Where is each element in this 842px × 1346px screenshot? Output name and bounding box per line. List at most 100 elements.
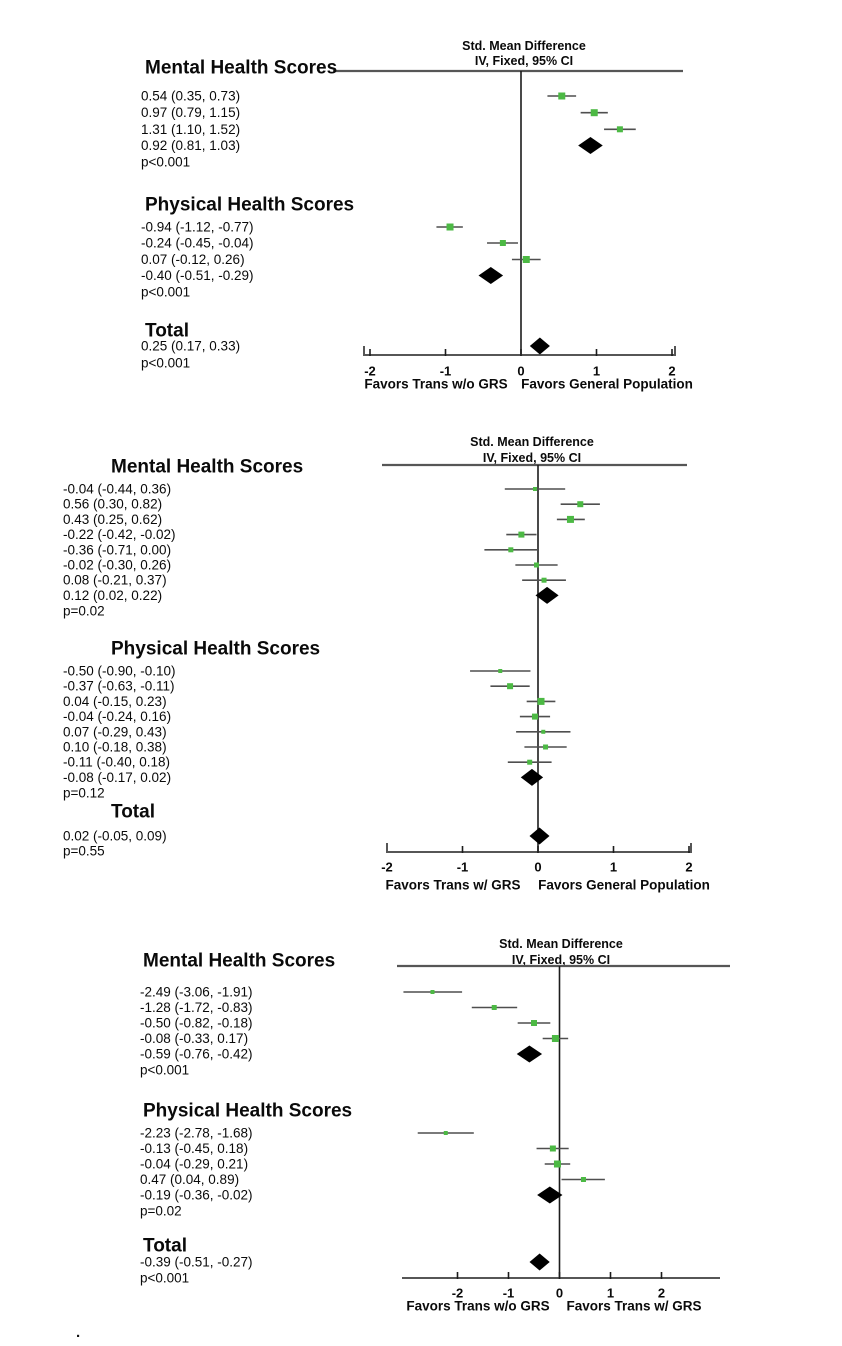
p-value-label: p<0.001 (141, 356, 190, 371)
study-marker (551, 1035, 559, 1042)
favors-right-caption: Favors General Population (538, 878, 710, 893)
summary-value-label: 0.02 (-0.05, 0.09) (63, 829, 167, 844)
axis-tick-label: 0 (534, 860, 541, 875)
summary-diamond (520, 768, 544, 786)
summary-value-label: -0.39 (-0.51, -0.27) (140, 1255, 253, 1270)
study-marker (491, 1005, 497, 1010)
study-value-label: 0.47 (0.04, 0.89) (140, 1172, 239, 1187)
p-value-label: p<0.001 (140, 1271, 189, 1286)
favors-left-caption: Favors Trans w/ GRS (385, 878, 520, 893)
summary-value-label: -0.59 (-0.76, -0.42) (140, 1047, 253, 1062)
axis-tick-label: 1 (593, 364, 600, 379)
study-value-label: -0.04 (-0.24, 0.16) (63, 709, 171, 724)
study-value-label: -0.37 (-0.63, -0.11) (63, 679, 175, 694)
axis-tick-label: 2 (668, 364, 675, 379)
study-marker (531, 713, 538, 720)
study-value-label: -0.13 (-0.45, 0.18) (140, 1141, 248, 1156)
summary-diamond (529, 337, 550, 355)
study-value-label: 1.31 (1.10, 1.52) (141, 122, 240, 137)
p-value-label: p=0.02 (140, 1204, 182, 1219)
axis-tick-label: -2 (381, 860, 393, 875)
summary-diamond (537, 1186, 563, 1204)
summary-value-label: -0.19 (-0.36, -0.02) (140, 1188, 253, 1203)
study-marker (541, 729, 546, 734)
axis-tick-label: 2 (658, 1286, 665, 1301)
study-marker (580, 1177, 586, 1182)
study-marker (507, 683, 514, 690)
column-header-line1: Std. Mean Difference (462, 39, 586, 53)
study-value-label: -0.36 (-0.71, 0.00) (63, 542, 171, 557)
p-value-label: p<0.001 (141, 285, 190, 300)
study-marker (527, 759, 533, 765)
section-title: Total (143, 1236, 187, 1257)
axis-tick-label: 0 (556, 1286, 563, 1301)
study-value-label: 0.04 (-0.15, 0.23) (63, 694, 167, 709)
summary-value-label: 0.12 (0.02, 0.22) (63, 588, 162, 603)
study-marker (532, 487, 537, 491)
section-title: Total (111, 802, 155, 823)
section-title: Physical Health Scores (143, 1101, 352, 1122)
p-value-label: p<0.001 (140, 1063, 189, 1078)
axis-tick-label: -2 (452, 1286, 464, 1301)
study-value-label: 0.10 (-0.18, 0.38) (63, 740, 167, 755)
favors-right-caption: Favors General Population (521, 377, 693, 392)
study-marker (566, 515, 574, 523)
study-marker (590, 109, 598, 117)
study-value-label: -2.49 (-3.06, -1.91) (140, 985, 253, 1000)
summary-value-label: -0.40 (-0.51, -0.29) (141, 268, 254, 283)
favors-right-caption: Favors Trans w/ GRS (566, 1299, 701, 1314)
column-header-line2: IV, Fixed, 95% CI (483, 451, 581, 465)
study-marker (498, 669, 503, 673)
summary-value-label: 0.92 (0.81, 1.03) (141, 138, 240, 153)
study-value-label: 0.07 (-0.29, 0.43) (63, 724, 167, 739)
study-value-label: -0.02 (-0.30, 0.26) (63, 558, 171, 573)
p-value-label: p<0.001 (141, 155, 190, 170)
study-marker (446, 223, 454, 231)
study-value-label: -0.04 (-0.44, 0.36) (63, 482, 171, 497)
axis-tick-label: -2 (364, 364, 376, 379)
study-value-label: -0.08 (-0.33, 0.17) (140, 1031, 248, 1046)
axis-tick-label: -1 (440, 364, 452, 379)
summary-diamond (529, 1253, 550, 1271)
study-marker (577, 501, 584, 508)
study-marker (518, 531, 525, 538)
summary-diamond (578, 137, 603, 154)
study-marker (616, 126, 623, 133)
study-value-label: -0.50 (-0.82, -0.18) (140, 1016, 253, 1031)
summary-diamond (529, 827, 550, 845)
p-value-label: p=0.55 (63, 844, 105, 859)
summary-diamond (516, 1045, 543, 1063)
study-value-label: 0.97 (0.79, 1.15) (141, 105, 240, 120)
study-value-label: 0.43 (0.25, 0.62) (63, 512, 162, 527)
study-marker (499, 240, 506, 246)
study-marker (541, 577, 547, 583)
study-marker (543, 744, 549, 750)
summary-diamond (535, 586, 559, 604)
study-value-label: -2.23 (-2.78, -1.68) (140, 1126, 253, 1141)
axis-tick-label: 0 (517, 364, 524, 379)
summary-value-label: 0.25 (0.17, 0.33) (141, 339, 240, 354)
column-header-line1: Std. Mean Difference (499, 937, 623, 951)
study-value-label: -0.50 (-0.90, -0.10) (63, 664, 176, 679)
study-value-label: -0.04 (-0.29, 0.21) (140, 1157, 248, 1172)
study-marker (533, 562, 539, 568)
study-value-label: 0.08 (-0.21, 0.37) (63, 573, 167, 588)
study-value-label: -0.24 (-0.45, -0.04) (141, 236, 254, 251)
study-marker (531, 1020, 537, 1026)
column-header-line2: IV, Fixed, 95% CI (475, 54, 573, 68)
favors-left-caption: Favors Trans w/o GRS (364, 377, 507, 392)
axis-tick-label: 2 (685, 860, 692, 875)
study-value-label: 0.56 (0.30, 0.82) (63, 497, 162, 512)
study-marker (508, 547, 514, 553)
study-value-label: 0.54 (0.35, 0.73) (141, 89, 240, 104)
study-marker (549, 1145, 556, 1152)
section-title: Physical Health Scores (145, 195, 354, 216)
study-value-label: -1.28 (-1.72, -0.83) (140, 1000, 253, 1015)
study-marker (537, 697, 545, 705)
study-marker (443, 1131, 448, 1135)
section-title: Total (145, 321, 189, 342)
summary-value-label: -0.08 (-0.17, 0.02) (63, 770, 171, 785)
column-header-line1: Std. Mean Difference (470, 435, 594, 449)
column-header-line2: IV, Fixed, 95% CI (512, 953, 610, 967)
